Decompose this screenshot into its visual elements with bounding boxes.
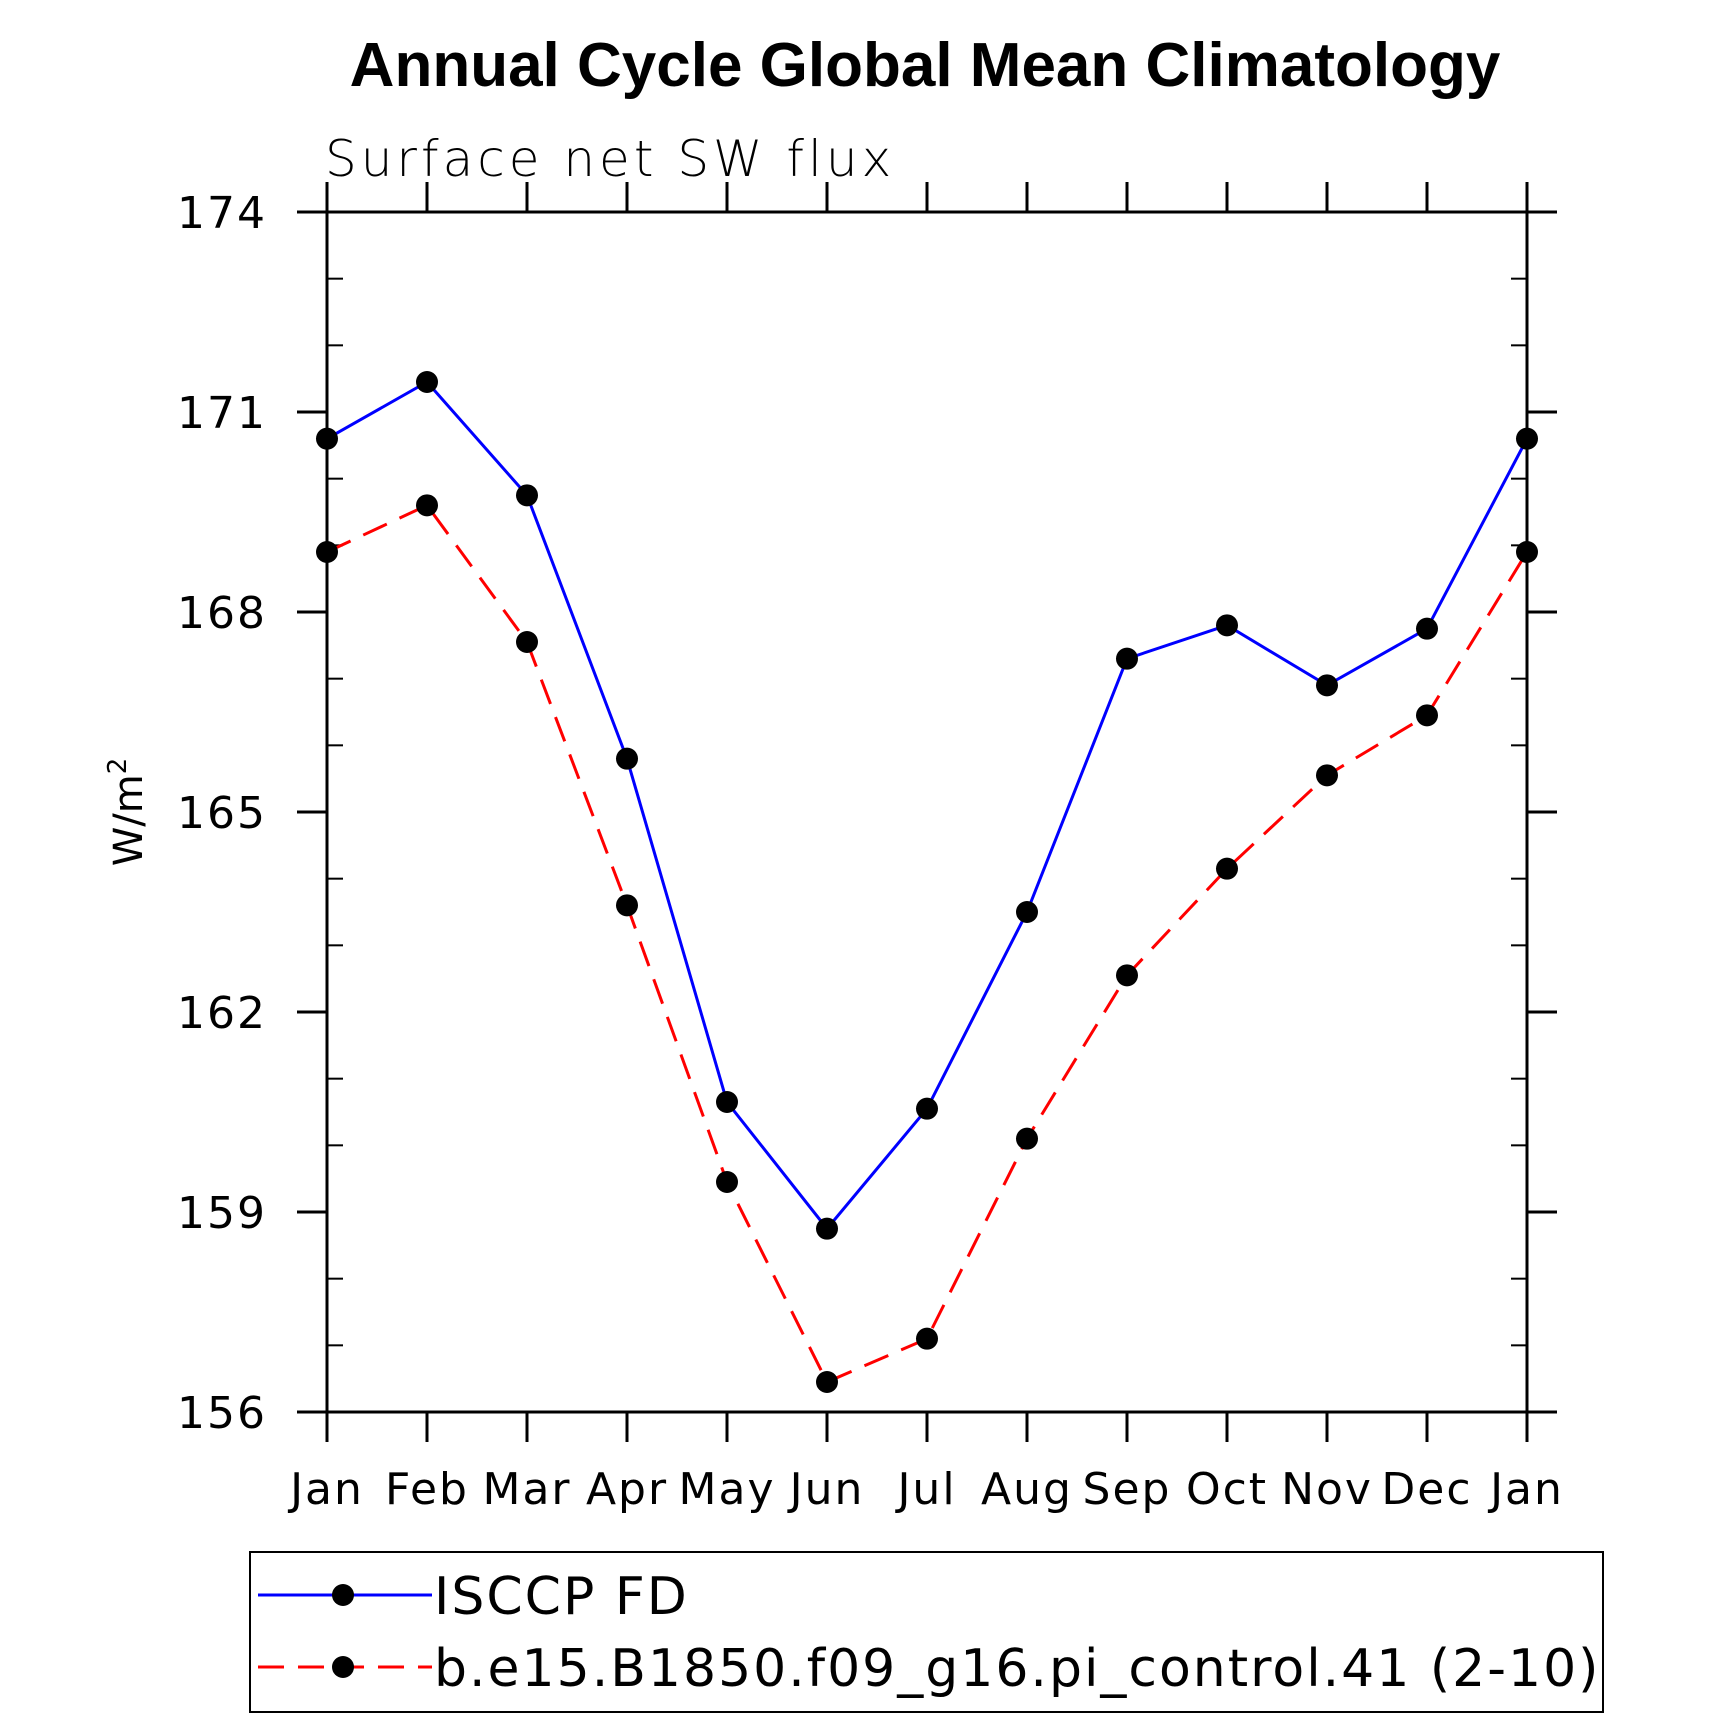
x-tick-label: Jan [287,1464,364,1515]
legend-label-isccp: ISCCP FD [434,1567,689,1627]
y-axis-label: W/m2 [103,758,152,867]
series-1-point [1516,541,1538,563]
x-tick-label: Jan [1487,1464,1564,1515]
series-1-point [416,494,438,517]
x-tick-label: Feb [385,1464,469,1515]
series-0-point [1016,901,1038,923]
y-tick-label: 165 [177,788,267,839]
y-tick-label: 168 [177,588,267,639]
y-tick-label: 162 [177,988,267,1039]
x-tick-label: Sep [1083,1464,1172,1515]
legend: ISCCP FD b.e15.B1850.f09_g16.pi_control.… [249,1551,1604,1713]
plot-frame [325,210,1529,1414]
series-0-point [1116,647,1138,670]
y-axis-label-base: W/m [106,774,152,866]
chart-title: Annual Cycle Global Mean Climatology [350,31,1501,100]
series-0-point [316,427,338,450]
y-tick-label: 171 [177,388,267,439]
x-tick-label: Dec [1381,1464,1472,1515]
chart-subtitle: Surface net SW flux [325,130,895,188]
y-tick-labels: 156 159 162 165 168 171 174 [177,188,267,1439]
series-1-point [1216,857,1238,880]
y-tick-label: 174 [177,188,267,239]
series-1-point [1116,964,1138,987]
x-tick-label: Oct [1186,1464,1268,1515]
series-1-point [1416,704,1438,727]
series-layer [316,371,1538,1393]
y-tick-label: 156 [177,1388,267,1439]
series-0-point [1216,614,1238,637]
x-tick-label: Mar [482,1464,571,1515]
series-0-point [1516,427,1538,450]
series-1-point [616,894,638,917]
series-0-point [1316,674,1338,697]
series-1-point [1316,764,1338,787]
series-0-point [1416,617,1438,640]
y-axis-label-superscript: 2 [103,758,133,775]
series-0-point [816,1217,838,1240]
legend-marker-isccp [332,1584,354,1606]
legend-frame [249,1551,1604,1713]
series-0-point [416,371,438,393]
legend-label-model: b.e15.B1850.f09_g16.pi_control.41 (2-10) [434,1639,1600,1699]
series-line-1 [326,503,1529,1384]
series-0-point [716,1091,738,1113]
series-1-point [516,631,538,653]
x-tick-label: Aug [981,1464,1073,1515]
x-tick-label: Nov [1281,1464,1373,1515]
series-1-point [1016,1127,1038,1150]
x-tick-label: May [679,1464,776,1515]
series-1-point [316,541,338,563]
series-1-point [916,1327,938,1350]
legend-marker-model [332,1656,354,1678]
x-tick-label: Apr [586,1464,668,1515]
y-tick-label: 159 [177,1188,267,1239]
series-0-point [516,484,538,507]
x-tick-label: Jul [894,1464,956,1515]
series-1-point [816,1371,838,1393]
axis-ticks [297,182,1557,1442]
x-tick-label: Jun [787,1464,865,1515]
series-0-point [616,747,638,770]
x-tick-labels: Jan Feb Mar Apr May Jun Jul Aug Sep Oct Nov Dec Jan [287,1464,1564,1515]
series-0-point [916,1097,938,1120]
series-1-point [716,1171,738,1193]
